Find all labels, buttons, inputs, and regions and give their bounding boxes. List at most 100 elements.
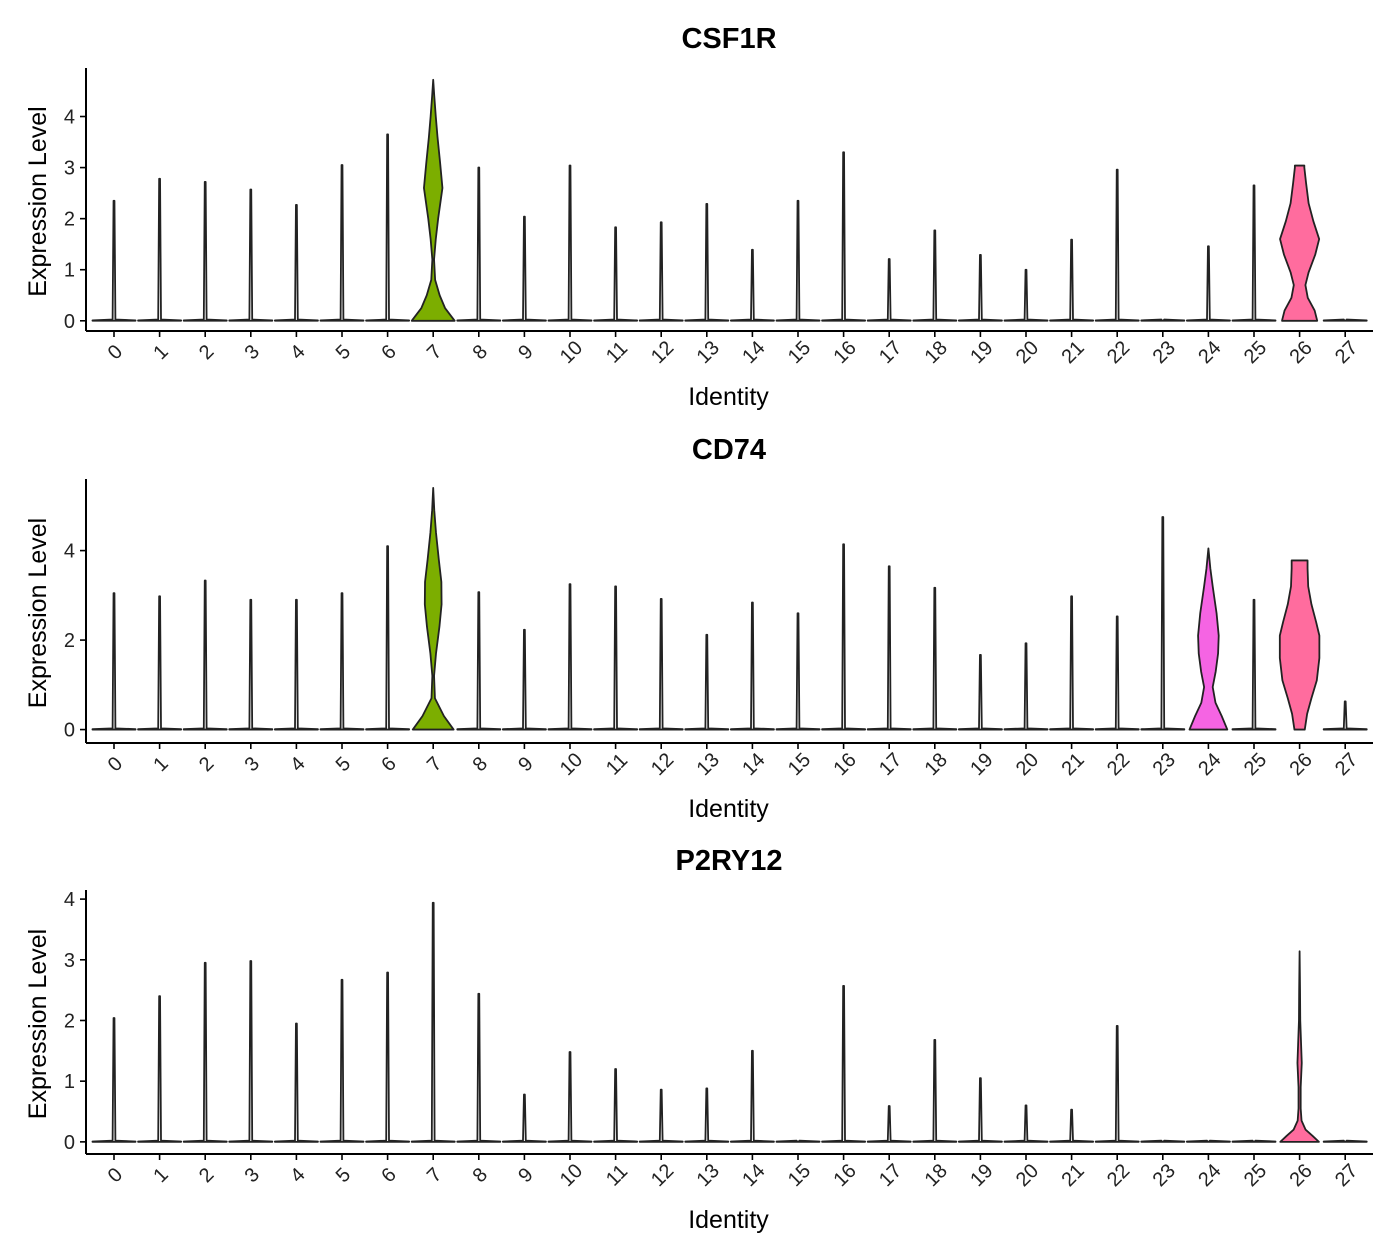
x-tick-label: 17 xyxy=(875,337,906,368)
violin-15 xyxy=(775,199,821,322)
x-tick-label: 26 xyxy=(1285,749,1316,780)
x-tick-label: 21 xyxy=(1057,337,1088,368)
violin-1 xyxy=(137,995,182,1143)
violin-20 xyxy=(1003,642,1049,731)
violin-9 xyxy=(502,215,547,322)
violin-14 xyxy=(730,601,775,731)
violin-21 xyxy=(1049,1108,1094,1143)
violin-6 xyxy=(365,133,410,322)
violin-23 xyxy=(1140,516,1186,731)
violin-4 xyxy=(274,1022,319,1143)
x-tick-label: 19 xyxy=(966,749,997,780)
violin-26 xyxy=(1278,559,1321,731)
x-tick-label: 20 xyxy=(1012,1160,1043,1191)
x-tick-label: 10 xyxy=(556,749,587,780)
x-tick-label: 16 xyxy=(829,1160,860,1191)
x-tick-label: 22 xyxy=(1103,749,1134,780)
x-tick-label: 8 xyxy=(469,753,492,776)
violin-27 xyxy=(1322,1139,1368,1143)
x-tick-label: 19 xyxy=(966,1160,997,1191)
y-tick-label: 4 xyxy=(64,541,75,563)
violin-5 xyxy=(319,592,365,731)
violin-10 xyxy=(547,1051,593,1143)
y-tick-label: 2 xyxy=(64,1010,75,1032)
violin-21 xyxy=(1049,238,1094,322)
violin-12 xyxy=(638,1088,684,1143)
x-tick-label: 18 xyxy=(921,1160,952,1191)
violin-8 xyxy=(456,591,502,731)
x-tick-label: 11 xyxy=(602,337,632,367)
x-tick-label: 0 xyxy=(104,341,127,364)
violin-2 xyxy=(182,579,228,731)
violin-27 xyxy=(1322,700,1368,731)
x-tick-label: 21 xyxy=(1057,749,1088,780)
x-tick-label: 9 xyxy=(514,1164,537,1187)
x-tick-label: 15 xyxy=(784,749,815,780)
violin-25 xyxy=(1231,1139,1277,1143)
x-tick-label: 2 xyxy=(195,1164,218,1187)
violins xyxy=(91,487,1368,731)
violin-6 xyxy=(365,545,410,731)
x-tick-label: 13 xyxy=(693,749,724,780)
x-tick-label: 12 xyxy=(647,337,678,368)
x-tick-label: 3 xyxy=(241,1164,264,1187)
violin-11 xyxy=(593,1068,638,1143)
violin-20 xyxy=(1003,268,1049,322)
x-tick-label: 25 xyxy=(1240,1160,1271,1191)
violin-23 xyxy=(1140,1139,1186,1143)
x-tick-label: 9 xyxy=(514,753,537,776)
x-tick-label: 2 xyxy=(195,341,218,364)
violin-22 xyxy=(1094,1025,1140,1143)
x-tick-label: 25 xyxy=(1240,749,1271,780)
x-tick-label: 4 xyxy=(286,1164,309,1187)
violin-9 xyxy=(502,628,547,731)
x-tick-label: 13 xyxy=(693,337,724,368)
x-tick-label: 6 xyxy=(377,753,400,776)
y-tick-label: 0 xyxy=(64,720,75,742)
y-tick-label: 1 xyxy=(64,260,75,282)
violin-4 xyxy=(274,203,319,322)
x-tick-label: 1 xyxy=(149,1164,172,1187)
violin-20 xyxy=(1003,1104,1049,1143)
x-tick-label: 13 xyxy=(693,1160,724,1191)
x-tick-label: 14 xyxy=(738,749,769,780)
violin-16 xyxy=(821,151,866,322)
violin-0 xyxy=(91,592,137,731)
violin-10 xyxy=(547,583,593,731)
x-tick-label: 2 xyxy=(195,753,218,776)
violin-1 xyxy=(137,177,182,322)
violin-23 xyxy=(1140,318,1186,322)
violin-11 xyxy=(593,585,638,731)
violin-7 xyxy=(410,78,456,322)
x-tick-label: 26 xyxy=(1285,1160,1316,1191)
x-tick-label: 23 xyxy=(1149,1160,1180,1191)
violin-7 xyxy=(410,901,456,1143)
x-tick-label: 0 xyxy=(104,753,127,776)
panel-title: CSF1R xyxy=(681,23,776,55)
x-axis-title: Identity xyxy=(688,383,769,411)
violin-14 xyxy=(730,1049,775,1143)
y-tick-label: 4 xyxy=(64,107,75,129)
x-tick-label: 20 xyxy=(1012,337,1043,368)
violin-6 xyxy=(365,971,410,1143)
x-tick-label: 16 xyxy=(829,749,860,780)
violin-19 xyxy=(958,653,1003,731)
violin-18 xyxy=(912,1039,958,1143)
violin-13 xyxy=(684,633,730,731)
violin-19 xyxy=(958,254,1003,322)
violin-15 xyxy=(775,612,821,731)
violin-22 xyxy=(1094,168,1140,322)
violins xyxy=(91,78,1368,322)
x-tick-label: 24 xyxy=(1194,1160,1225,1191)
x-tick-label: 15 xyxy=(784,1160,815,1191)
violin-0 xyxy=(91,1017,137,1143)
y-tick-label: 3 xyxy=(64,950,75,972)
x-tick-label: 0 xyxy=(104,1164,127,1187)
violin-15 xyxy=(775,1139,821,1143)
x-tick-label: 6 xyxy=(377,1164,400,1187)
y-tick-label: 4 xyxy=(64,889,75,911)
x-tick-label: 24 xyxy=(1194,749,1225,780)
violin-11 xyxy=(593,226,638,322)
